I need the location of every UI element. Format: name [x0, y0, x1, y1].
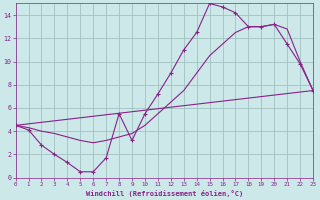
- X-axis label: Windchill (Refroidissement éolien,°C): Windchill (Refroidissement éolien,°C): [86, 190, 243, 197]
